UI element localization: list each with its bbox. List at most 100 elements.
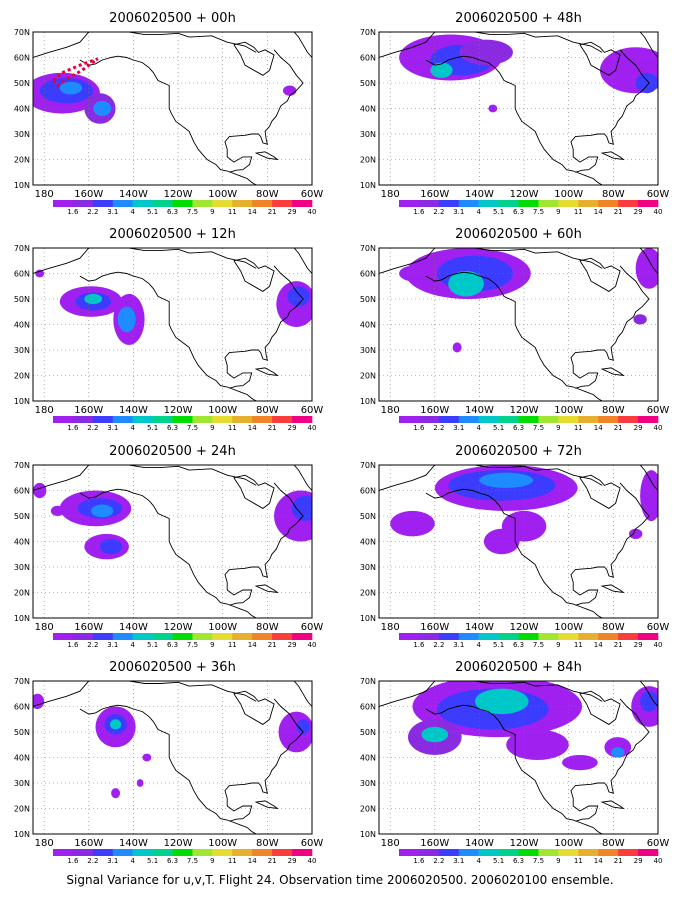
- colorbar-label: 6.3: [513, 857, 524, 865]
- coastline-path: [600, 800, 626, 810]
- colorbar-swatch: [112, 416, 133, 423]
- x-tick-label: 100W: [554, 838, 583, 849]
- colorbar-swatch: [558, 633, 579, 640]
- colorbar-swatch: [132, 200, 153, 207]
- colorbar-swatch: [478, 633, 499, 640]
- y-tick-label: 60N: [360, 487, 376, 496]
- y-tick-label: 20N: [14, 589, 30, 598]
- x-tick-label: 80W: [256, 838, 279, 849]
- colorbar-swatch: [232, 416, 253, 423]
- coastline-path: [254, 584, 280, 594]
- colorbar-label: 4: [476, 857, 481, 865]
- variance-shading: [399, 248, 658, 353]
- colorbar-label: 14: [594, 641, 603, 649]
- colorbar-swatch: [538, 416, 559, 423]
- coastline: [379, 32, 658, 185]
- colorbar-swatch: [292, 849, 313, 856]
- colorbar-label: 29: [634, 641, 643, 649]
- coastline-path: [224, 482, 304, 606]
- colorbar-label: 2.2: [87, 857, 98, 865]
- coastline-path: [33, 32, 257, 58]
- colorbar-label: 9: [210, 424, 214, 432]
- colorbar-label: 40: [308, 424, 317, 432]
- colorbar-label: 5.1: [147, 424, 158, 432]
- y-tick-label: 30N: [14, 779, 30, 788]
- coastline-path: [79, 704, 258, 834]
- colorbar-label: 6.3: [513, 641, 524, 649]
- coastline-path: [425, 704, 604, 834]
- coastline-path: [33, 465, 257, 491]
- variance-contour: [33, 482, 47, 499]
- colorbar-label: 1.6: [413, 424, 425, 432]
- colorbar-swatch: [252, 633, 273, 640]
- colorbar-label: 40: [308, 857, 317, 865]
- colorbar-swatch: [172, 849, 193, 856]
- colorbar-swatch: [72, 200, 94, 207]
- colorbar: 1.6 2.2 3.1 4 5.1 6.3 7.5 9 11 14 21 29 40: [399, 416, 662, 432]
- map-panel: 2006020500 + 24h 10N 20N 30N 40N 50N 60N 70N 180…: [14, 444, 324, 649]
- colorbar-swatch: [399, 849, 420, 856]
- colorbar-label: 9: [556, 424, 560, 432]
- colorbar-swatch: [232, 200, 253, 207]
- variance-contour: [635, 72, 658, 94]
- coastline-path: [570, 698, 650, 822]
- y-tick-label: 70N: [14, 461, 30, 470]
- coastline-path: [600, 367, 625, 377]
- y-tick-label: 70N: [14, 677, 30, 686]
- y-tick-label: 50N: [14, 512, 30, 521]
- colorbar-swatch: [458, 633, 479, 640]
- colorbar-swatch: [212, 849, 233, 856]
- colorbar-swatch: [638, 633, 659, 640]
- colorbar-swatch: [618, 633, 639, 640]
- x-tick-label: 100W: [208, 838, 237, 849]
- colorbar-swatch: [92, 633, 114, 640]
- panel-title: 2006020500 + 24h: [109, 444, 236, 459]
- variance-shading: [399, 34, 658, 113]
- colorbar-label: 6.3: [167, 424, 178, 432]
- x-tick-label: 140W: [119, 405, 148, 416]
- colorbar-swatch: [72, 416, 94, 423]
- colorbar-swatch: [252, 200, 273, 207]
- panel-title: 2006020500 + 84h: [455, 660, 582, 675]
- x-tick-label: 160W: [74, 405, 103, 416]
- colorbar-swatch: [172, 416, 193, 423]
- colorbar-label: 40: [654, 641, 663, 649]
- colorbar-swatch: [538, 633, 559, 640]
- coastline: [379, 465, 658, 618]
- colorbar-swatch: [252, 849, 273, 856]
- x-tick-label: 60W: [301, 189, 324, 200]
- variance-contour: [296, 719, 310, 735]
- y-tick-label: 40N: [14, 105, 30, 114]
- plot-frame: [32, 464, 313, 619]
- colorbar-label: 2.2: [87, 424, 98, 432]
- colorbar-label: 1.6: [67, 641, 79, 649]
- colorbar-swatch: [292, 633, 313, 640]
- colorbar-label: 2.2: [433, 641, 444, 649]
- grid: [379, 32, 658, 185]
- plot-frame: [378, 464, 659, 619]
- colorbar-label: 29: [288, 641, 297, 649]
- colorbar-swatch: [458, 416, 479, 423]
- colorbar-label: 4: [476, 424, 481, 432]
- colorbar-swatch: [152, 849, 173, 856]
- variance-contour: [640, 691, 658, 712]
- colorbar-label: 40: [654, 424, 663, 432]
- colorbar-label: 7.5: [533, 424, 544, 432]
- coastline-path: [79, 271, 258, 401]
- colorbar-swatch: [272, 416, 293, 423]
- colorbar-label: 7.5: [533, 208, 544, 216]
- colorbar-swatch: [272, 200, 293, 207]
- variance-contour: [633, 314, 647, 325]
- colorbar-label: 21: [268, 641, 277, 649]
- colorbar-swatch: [578, 849, 599, 856]
- colorbar: 1.6 2.2 3.1 4 5.1 6.3 7.5 9 11 14 21 29 40: [53, 416, 316, 432]
- variance-contour: [430, 62, 453, 78]
- colorbar-label: 11: [228, 641, 237, 649]
- y-tick-label: 70N: [360, 244, 376, 253]
- colorbar-label: 21: [614, 424, 623, 432]
- y-tick-label: 70N: [14, 244, 30, 253]
- panel-title: 2006020500 + 60h: [455, 227, 582, 242]
- variance-contour: [142, 753, 152, 762]
- colorbar-swatch: [92, 849, 114, 856]
